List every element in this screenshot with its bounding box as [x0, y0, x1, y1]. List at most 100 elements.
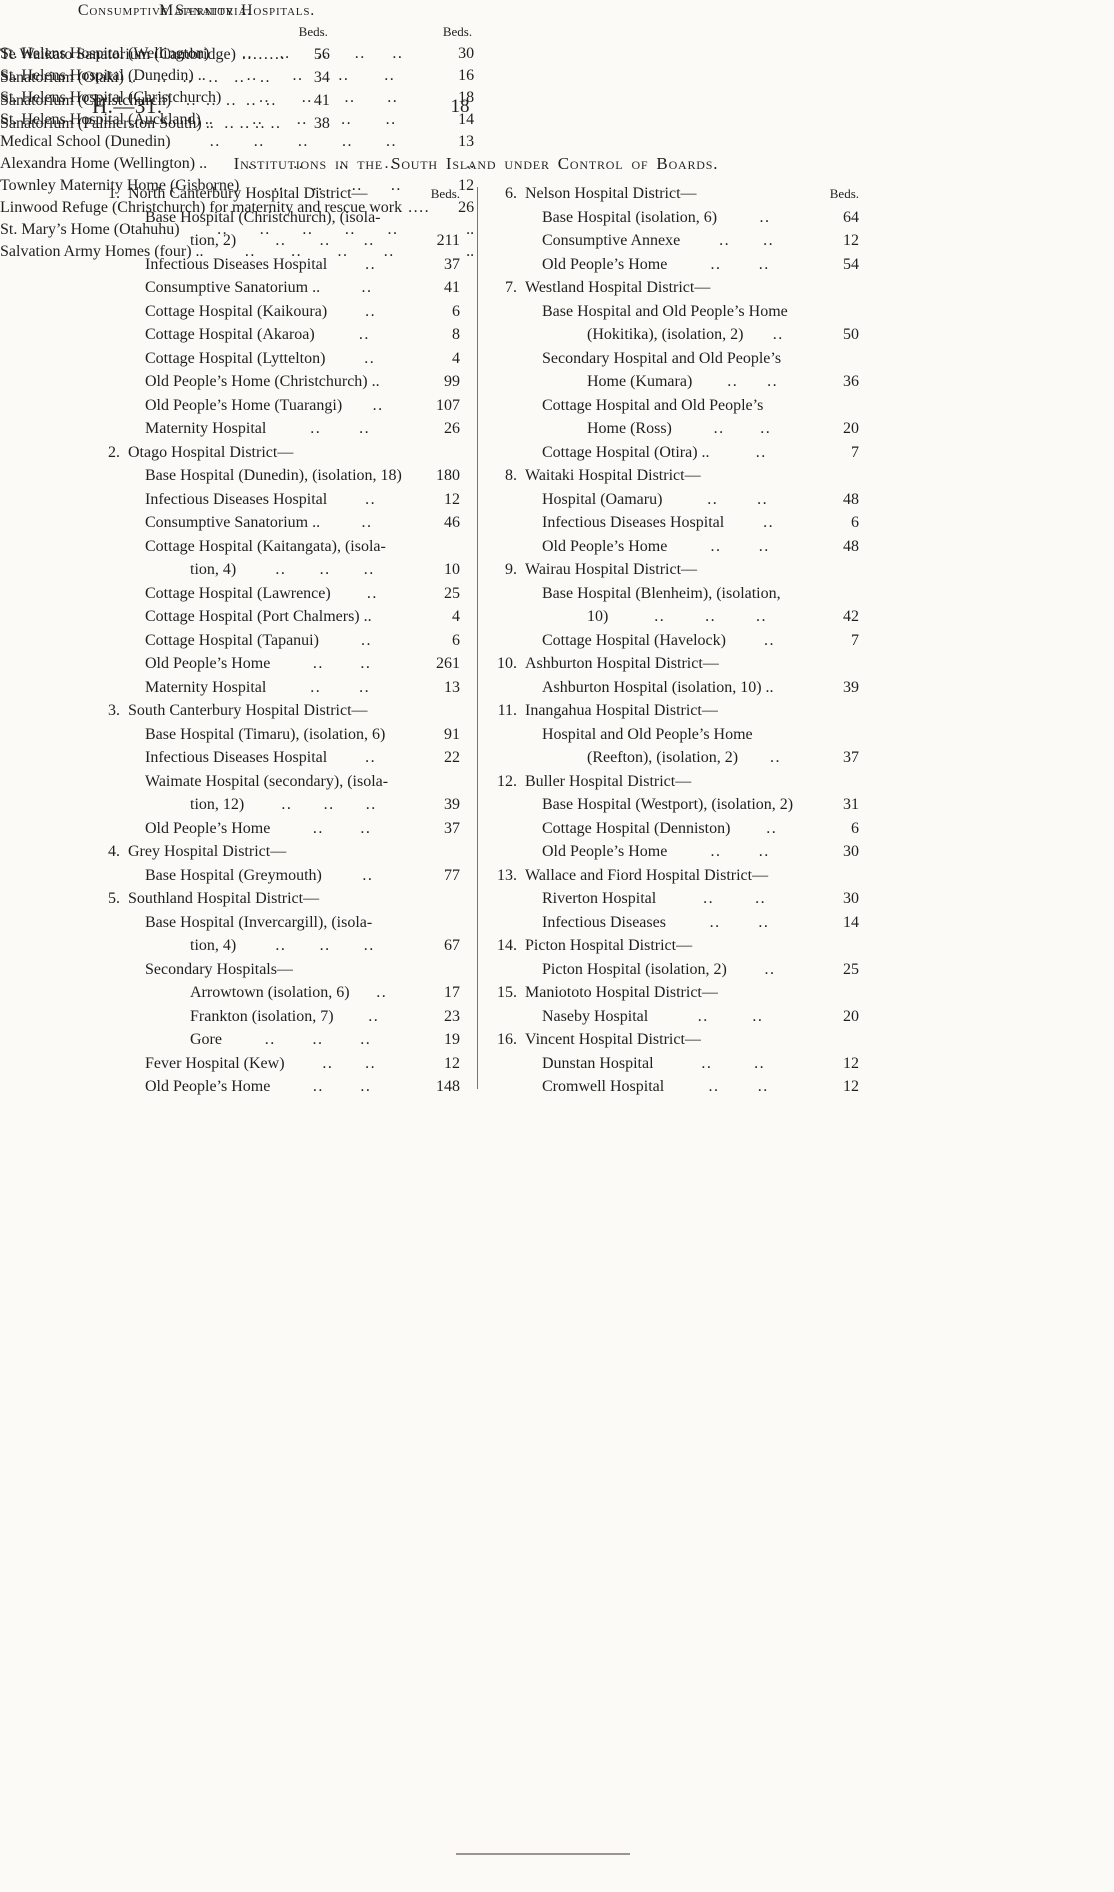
dot-leader: .. — [726, 629, 813, 653]
dot-leader: .. — [327, 746, 414, 770]
dot-leader: ...... — [244, 793, 414, 817]
dot-leader: .. — [319, 629, 414, 653]
dot-leader: .......... — [136, 66, 292, 89]
beds-value: 30 — [458, 45, 475, 62]
dot-group: .. — [319, 937, 331, 954]
institution-label: Infectious Diseases Hospital — [145, 255, 328, 273]
institution-label: Cottage Hospital (Kaikoura) — [145, 302, 328, 320]
dot-group: .. — [310, 420, 322, 437]
institution-label: Home (Kumara) — [587, 373, 693, 390]
institution-row: Old People’s Home.... 261 — [90, 652, 460, 676]
dot-group: .. — [359, 420, 371, 437]
institution-label: St. Helens Hospital (Christchurch) — [0, 89, 222, 106]
institution-label: Old People’s Home (Tuarangi) — [145, 396, 343, 414]
institution-row: Secondary Hospitals— — [90, 958, 460, 982]
institution-label: tion, 4) — [190, 561, 237, 578]
institution-label: Cottage Hospital (Lawrence) — [145, 584, 331, 602]
dot-group: .. — [156, 69, 168, 86]
dot-group: .. — [727, 373, 739, 390]
institution-label: Ashburton Hospital (isolation, 10) .. — [542, 678, 774, 696]
district-heading: 1. North Canterbury Hospital District— Bed… — [90, 182, 460, 206]
institution-label: Infectious Diseases Hospital — [145, 490, 328, 508]
dot-group: .. — [752, 1007, 764, 1025]
beds-value: 6 — [851, 514, 859, 531]
institution-label: tion, 4) — [190, 937, 237, 954]
dot-group: .. — [344, 221, 356, 238]
institution-row: Ashburton Hospital (isolation, 10) .. 39 — [487, 676, 859, 700]
dot-leader: .. — [327, 300, 414, 324]
dot-group: .. — [281, 796, 293, 813]
sanatoria-section-title: Consumptive Sanatoria. — [77, 2, 252, 19]
institution-row: Infectious Diseases Hospital.. 22 — [90, 746, 460, 770]
dot-group: .. — [359, 678, 371, 696]
dot-leader: .... — [662, 488, 813, 512]
institution-row: Old People’s Home.... 30 — [487, 840, 859, 864]
beds-value: 38 — [313, 115, 330, 132]
dot-group: .. — [387, 89, 399, 106]
dot-group: .. — [713, 420, 725, 437]
institution-label: St. Helens Hospital (Wellington) — [0, 45, 210, 62]
district-heading: 4. Grey Hospital District— — [90, 840, 460, 864]
beds-value: 41 — [444, 279, 460, 296]
beds-value: 99 — [444, 373, 460, 390]
institution-row: Cottage Hospital (Denniston).. 6 — [487, 817, 859, 841]
dot-leader: ...... — [236, 934, 414, 958]
district-name: Southland Hospital District— — [128, 890, 320, 907]
institution-label: 10) — [587, 608, 609, 625]
dot-group: .. — [259, 221, 271, 238]
dot-group: .. — [259, 89, 271, 106]
dot-leader: ........ — [204, 241, 437, 263]
dot-group: .. — [365, 255, 377, 273]
district-number: 9. — [505, 561, 517, 578]
beds-value: 26 — [458, 199, 475, 216]
dot-group: .. — [293, 155, 305, 172]
dot-group: .. — [763, 232, 775, 249]
institution-row: Alexandra Home (Wellington) ............ — [0, 153, 474, 175]
dot-group: .. — [384, 67, 396, 84]
institution-row: Cottage Hospital (Lawrence).. 25 — [90, 582, 460, 606]
institution-label: Gore — [190, 1031, 222, 1048]
dot-leader: ........ — [206, 65, 436, 87]
institution-label: Maternity Hospital — [145, 420, 267, 437]
district-heading: 8. Waitaki Hospital District— — [487, 464, 859, 488]
dot-group: .. — [275, 232, 287, 249]
dot-group: .. — [338, 67, 350, 84]
dot-group: .. — [260, 69, 272, 86]
dot-group: .. — [255, 115, 267, 132]
dot-group: .. — [361, 279, 373, 296]
beds-value: 12 — [444, 1054, 460, 1072]
dot-group: .. — [770, 749, 782, 766]
dot-group: .. — [757, 490, 769, 508]
institution-row: St. Helens Hospital (Dunedin) ..........… — [0, 65, 474, 87]
institution-label: Base Hospital (Invercargill), (isola- — [145, 913, 373, 931]
institution-row: tion, 4)...... 10 — [90, 558, 460, 582]
dot-leader: .... — [266, 676, 414, 700]
institution-row: Old People’s Home.... 37 — [90, 817, 460, 841]
district-number: 15. — [497, 984, 517, 1001]
dot-group: .. — [209, 133, 221, 150]
beds-value: 50 — [843, 326, 859, 343]
dot-group: .. — [344, 89, 356, 106]
beds-value: 18 — [458, 89, 475, 106]
institution-row: Waimate Hospital (secondary), (isola- — [90, 770, 460, 794]
institution-row: Infectious Diseases Hospital.. 37 — [90, 253, 460, 277]
dot-group: .. — [363, 232, 375, 249]
institution-label: Frankton (isolation, 7) — [190, 1007, 334, 1025]
beds-value: 77 — [444, 866, 460, 884]
dot-group: .. — [241, 46, 253, 63]
dot-group: .. — [291, 243, 303, 260]
dot-group: .. — [253, 133, 265, 150]
institution-row: Base Hospital (Invercargill), (isola- — [90, 911, 460, 935]
dot-group: .. — [312, 1078, 324, 1095]
footer-rule — [456, 1853, 630, 1855]
dot-leader: .... — [667, 535, 813, 559]
dot-group: .. — [755, 890, 767, 907]
beds-value: 25 — [843, 960, 859, 978]
beds-value: 39 — [444, 796, 460, 813]
institution-row: Consumptive Sanatorium .... 46 — [90, 511, 460, 535]
institution-label: Cottage Hospital (Port Chalmers) .. — [145, 608, 372, 625]
institution-label: Cromwell Hospital — [542, 1078, 665, 1095]
institution-row: Arrowtown (isolation, 6).. 17 — [90, 981, 460, 1005]
institution-row: tion, 12)...... 39 — [90, 793, 460, 817]
dot-group: .. — [363, 937, 375, 954]
